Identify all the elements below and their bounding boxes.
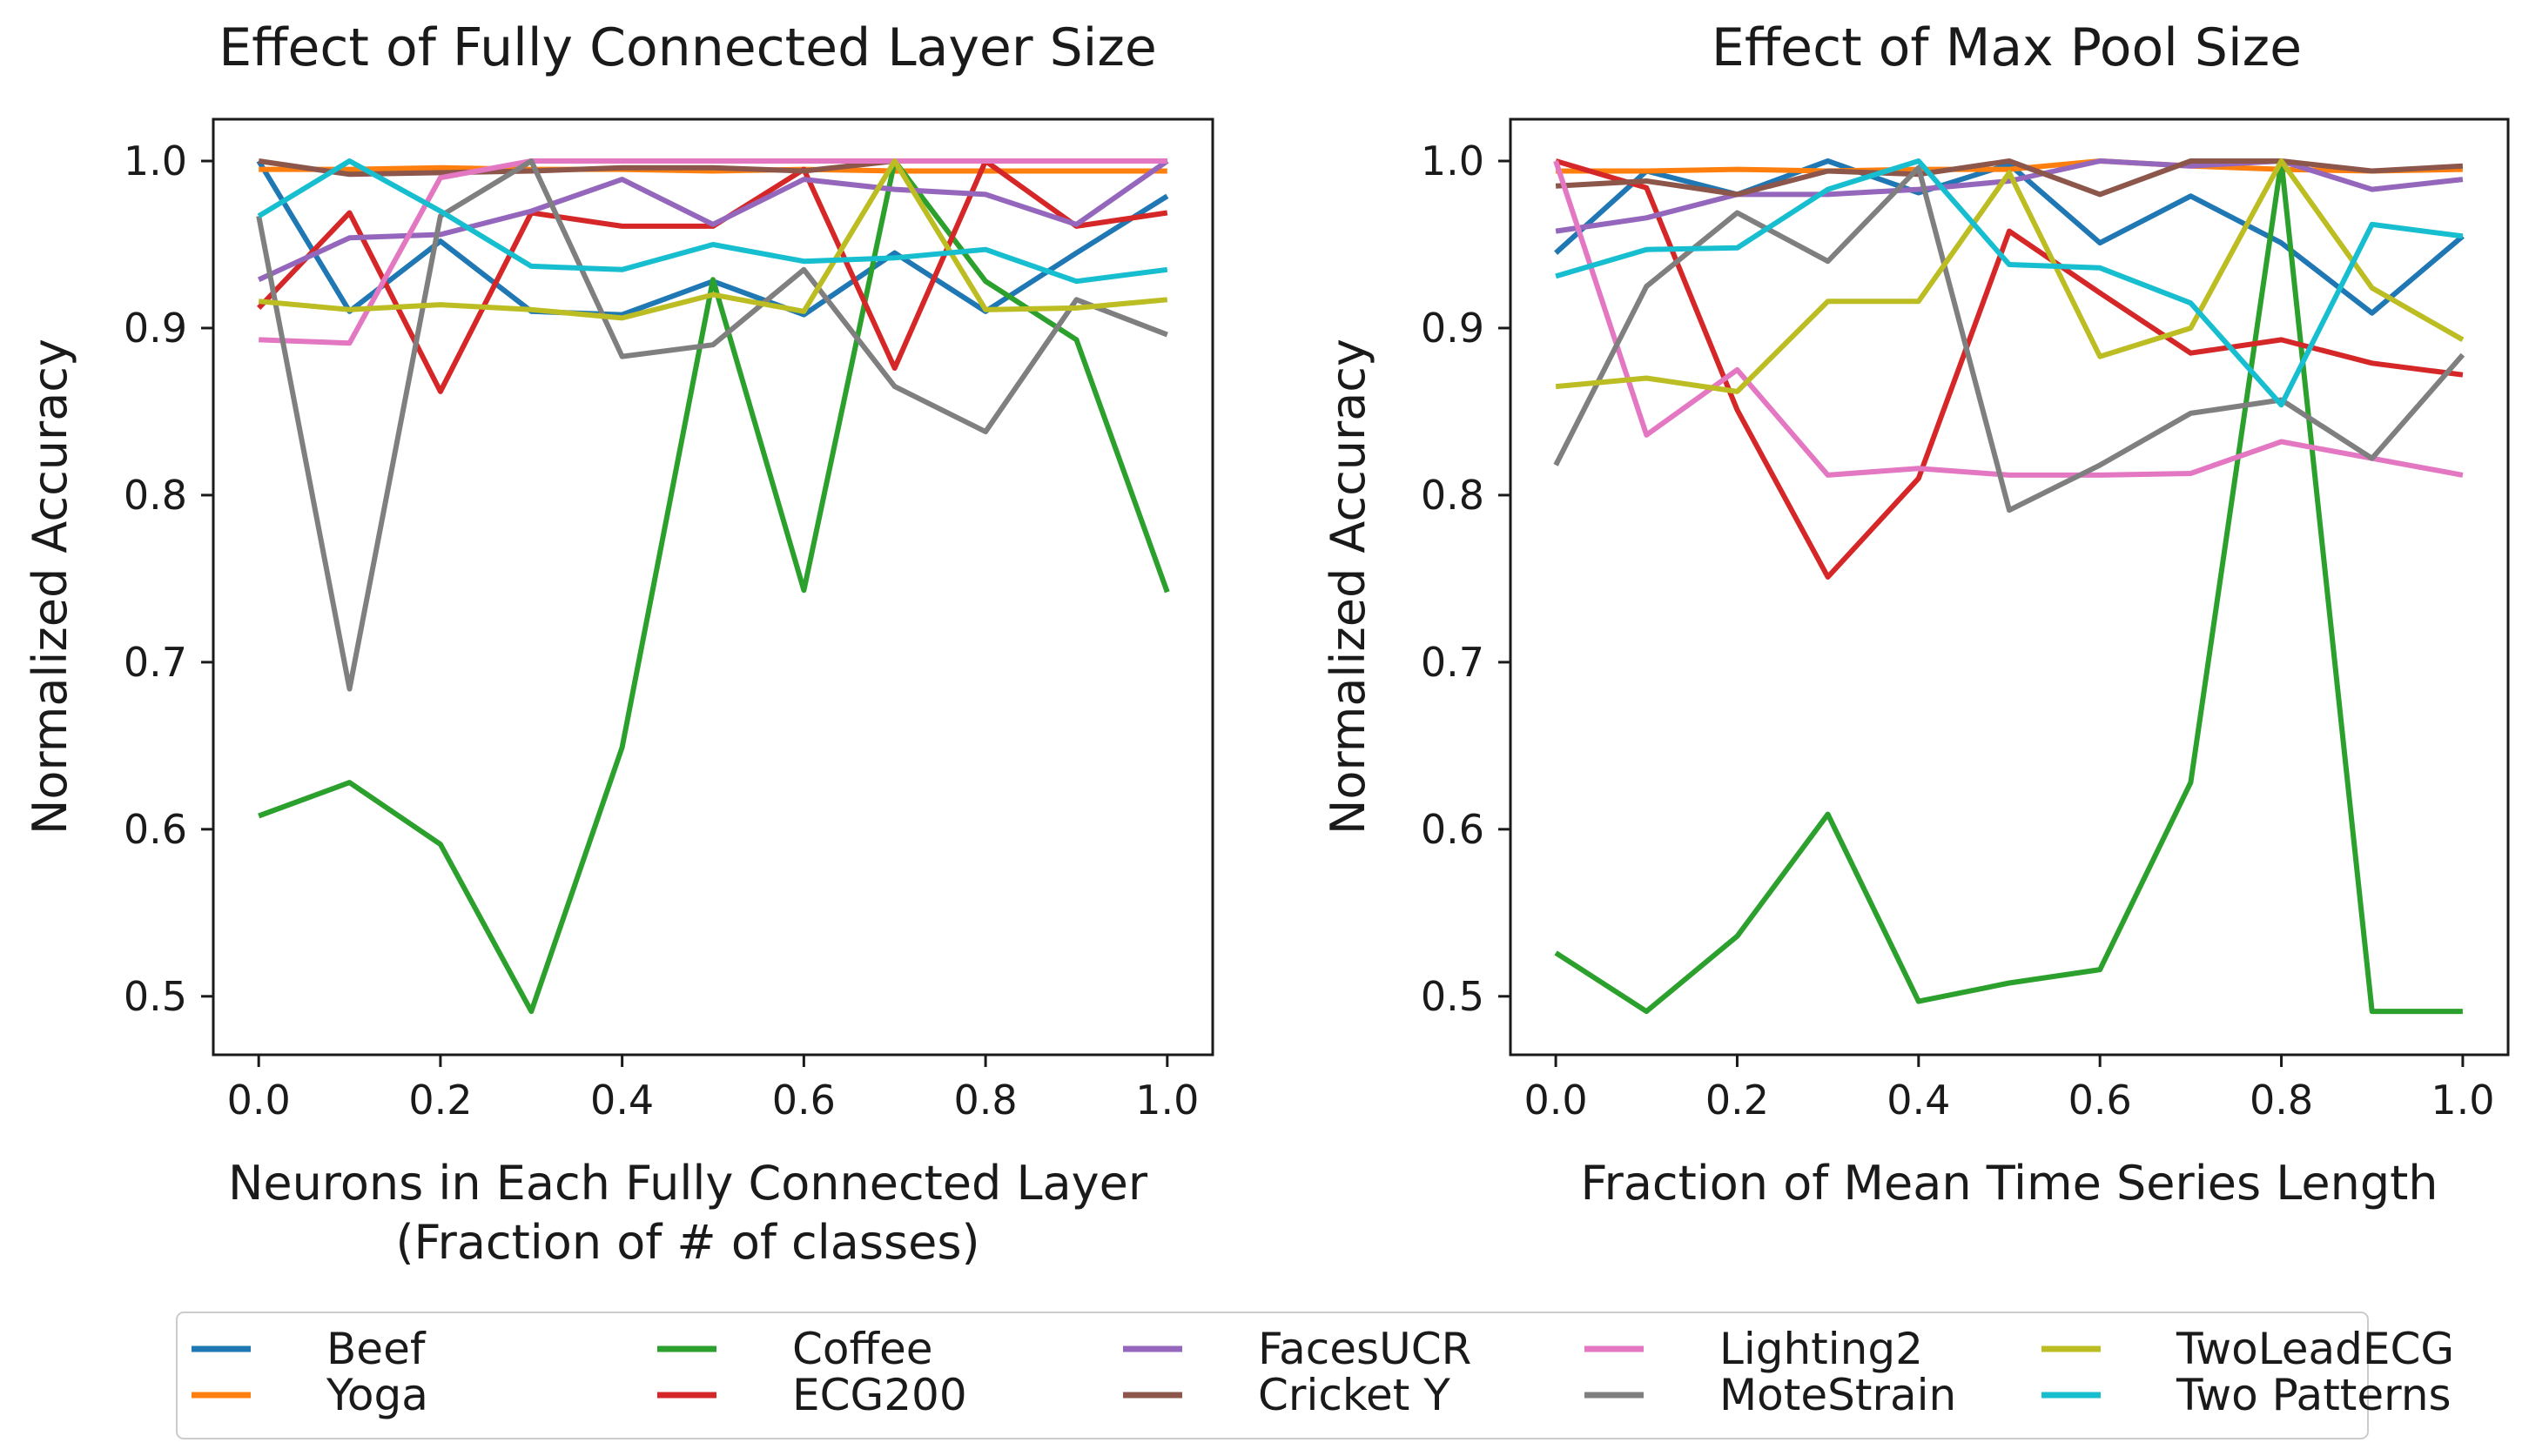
y-tick-label: 0.5: [124, 973, 187, 1020]
x-tick-label: 0.0: [1524, 1077, 1588, 1124]
series-line-motestrain: [1553, 164, 2465, 513]
ticks-layer: 0.0 0.2 0.4 0.6 0.8 1.0 0.5 0.6 0.7 0.8 0.9 1.0: [124, 138, 1200, 1124]
x-axis-label-line-1: Fraction of Mean Time Series Length: [1580, 1156, 2438, 1211]
series-line-twoleadecg: [258, 158, 1168, 321]
series-line-facesucr: [1555, 158, 2464, 234]
x-tick-label: 0.8: [954, 1077, 1018, 1124]
series-line-two-patterns: [1555, 158, 2464, 408]
series-line-coffee: [258, 158, 1170, 1015]
x-tick-label: 0.4: [590, 1077, 654, 1124]
legend-box: [176, 1312, 2369, 1439]
legend-label-facesucr: FacesUCR: [1258, 1324, 1471, 1374]
y-tick-label: 0.9: [124, 305, 187, 352]
chart-title: Effect of Fully Connected Layer Size: [219, 17, 1157, 78]
x-tick-label: 1.0: [1135, 1077, 1199, 1124]
series-line-beef: [1554, 158, 2465, 316]
legend-label-twoleadecg: TwoLeadECG: [2176, 1324, 2454, 1374]
legend-label-yoga: Yoga: [326, 1370, 428, 1420]
y-tick-label: 0.7: [1421, 639, 1484, 686]
series-line-motestrain: [256, 158, 1168, 692]
y-axis-label: Normalized Accuracy: [1321, 339, 1375, 835]
series-layer: [1553, 158, 2465, 1015]
x-tick-label: 0.4: [1887, 1077, 1950, 1124]
y-tick-label: 0.8: [1421, 472, 1484, 519]
legend-label-beef: Beef: [326, 1324, 427, 1374]
y-tick-label: 0.6: [124, 806, 187, 853]
legend-label-coffee: Coffee: [792, 1324, 932, 1374]
y-tick-label: 0.8: [124, 472, 187, 519]
y-tick-label: 0.6: [1421, 806, 1484, 853]
y-tick-label: 1.0: [1421, 138, 1484, 185]
series-line-lighting2: [1553, 160, 2464, 478]
legend-label-cricket-y: Cricket Y: [1258, 1370, 1450, 1420]
panel-fc-layer-size: Effect of Fully Connected Layer Size 0.0…: [23, 17, 1214, 1270]
legend-label-motestrain: MoteStrain: [1719, 1370, 1956, 1420]
y-tick-label: 0.9: [1421, 305, 1484, 352]
series-line-yoga: [259, 164, 1167, 174]
x-tick-label: 0.2: [408, 1077, 472, 1124]
legend-label-two-patterns: Two Patterns: [2176, 1370, 2452, 1420]
series-line-twoleadecg: [1555, 158, 2465, 394]
x-tick-label: 0.0: [227, 1077, 291, 1124]
legend-label-lighting2: Lighting2: [1719, 1324, 1923, 1374]
x-axis-label-line-2: (Fraction of # of classes): [395, 1215, 979, 1270]
x-tick-label: 0.6: [2068, 1077, 2132, 1124]
y-tick-label: 0.7: [124, 639, 187, 686]
x-tick-label: 0.2: [1705, 1077, 1769, 1124]
series-line-cricket-y: [1555, 158, 2464, 198]
x-tick-label: 1.0: [2431, 1077, 2494, 1124]
ticks-layer: 0.0 0.2 0.4 0.6 0.8 1.0 0.5 0.6 0.7 0.8 0.9 1.0: [1421, 138, 2495, 1124]
x-tick-label: 0.6: [772, 1077, 836, 1124]
x-tick-label: 0.8: [2250, 1077, 2313, 1124]
legend-label-ecg200: ECG200: [792, 1370, 967, 1420]
series-layer: [256, 158, 1170, 1015]
x-axis-label-line-1: Neurons in Each Fully Connected Layer: [228, 1156, 1148, 1211]
panel-max-pool-size: Effect of Max Pool Size 0.0 0.2 0.4 0.6 0.8 1…: [1321, 17, 2510, 1211]
plot-frame: [1509, 117, 2510, 1057]
series-line-coffee: [1554, 158, 2463, 1015]
chart-title: Effect of Max Pool Size: [1712, 17, 2302, 78]
plot-frame: [212, 117, 1214, 1057]
y-axis-label: Normalized Accuracy: [23, 339, 77, 835]
series-line-two-patterns: [257, 158, 1168, 285]
y-tick-label: 0.5: [1421, 973, 1484, 1020]
series-line-lighting2: [259, 158, 1167, 346]
y-tick-label: 1.0: [124, 138, 187, 185]
